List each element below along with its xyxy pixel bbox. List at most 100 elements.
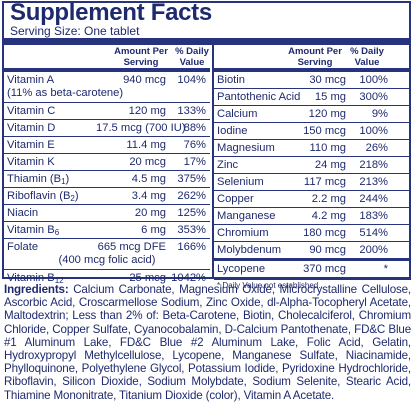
- nutrient-row: Calcium 120 mg 9%: [214, 106, 411, 123]
- nutrient-daily-value: 1042%: [171, 272, 206, 284]
- nutrient-row: Selenium 117 mcg 213%: [214, 174, 411, 191]
- nutrient-daily-value: 76%: [183, 139, 206, 151]
- nutrient-name: Thiamin (B1): [7, 171, 69, 188]
- nutrient-name: Chromium: [217, 225, 269, 241]
- nutrient-note: (11% as beta-carotene): [7, 87, 124, 99]
- facts-title: Supplement Facts: [10, 0, 212, 26]
- nutrient-name-text: Thiamin (B: [7, 173, 62, 185]
- footnote: * Daily Value not established.: [217, 281, 321, 290]
- nutrient-amount: 30 mcg: [309, 74, 346, 86]
- nutrient-name-text: Vitamin E: [7, 139, 55, 151]
- nutrient-amount: 370 mcg: [303, 263, 346, 275]
- nutrient-amount: 4.2 mg: [311, 210, 346, 222]
- nutrient-name: Copper: [217, 191, 254, 207]
- left-nutrient-table: Amount Per Serving % Daily Value Vitamin…: [4, 45, 210, 286]
- ingredients-label: Ingredients:: [4, 283, 69, 296]
- nutrient-name: Vitamin C: [7, 103, 55, 119]
- nutrient-amount: 120 mg: [308, 108, 346, 120]
- nutrient-name: Manganese: [217, 208, 275, 224]
- nutrient-name-text: Lycopene: [217, 263, 266, 275]
- nutrient-name: Zinc: [217, 157, 238, 173]
- daily-value-header: % Daily Value: [175, 46, 209, 68]
- nutrient-row: Molybdenum 90 mcg 200%: [214, 242, 411, 261]
- nutrient-name-text: Vitamin B: [7, 272, 55, 284]
- nutrient-row: Vitamin K 20 mcg 17%: [4, 154, 210, 171]
- nutrient-name: Calcium: [217, 106, 257, 122]
- nutrient-daily-value: 353%: [177, 224, 206, 236]
- nutrient-daily-value: 100%: [359, 74, 388, 86]
- serving-size: Serving Size: One tablet: [10, 24, 140, 38]
- nutrient-name: Lycopene: [217, 261, 265, 277]
- nutrient-amount: 24 mg: [314, 159, 346, 171]
- nutrient-name-subscript: 2: [70, 194, 75, 203]
- nutrient-name: Vitamin E: [7, 137, 55, 153]
- nutrient-row: Zinc 24 mg 218%: [214, 157, 411, 174]
- nutrient-name-text: Vitamin K: [7, 156, 55, 168]
- nutrient-amount: 11.4 mg: [126, 139, 166, 151]
- nutrient-name-text: Riboflavin (B: [7, 190, 71, 202]
- nutrient-amount: 6 mg: [141, 224, 166, 236]
- amount-header: Amount Per Serving: [288, 46, 342, 68]
- left-rows: Vitamin A 940 mcg 104% (11% as beta-caroten…: [4, 72, 210, 286]
- nutrient-name-end: ): [65, 173, 70, 185]
- nutrient-name-text: Zinc: [217, 159, 239, 171]
- nutrient-daily-value: 262%: [177, 190, 206, 202]
- nutrient-amount: 25 mcg: [129, 272, 166, 284]
- nutrient-name: Vitamin B12: [7, 270, 64, 287]
- nutrient-name: Vitamin K: [7, 154, 55, 170]
- nutrient-daily-value: 514%: [359, 227, 388, 239]
- nutrient-daily-value: 200%: [359, 244, 388, 256]
- nutrient-amount: 180 mcg: [303, 227, 346, 239]
- nutrient-amount: 120 mg: [128, 105, 166, 117]
- nutrient-daily-value: 300%: [359, 91, 388, 103]
- nutrient-amount: 117 mcg: [303, 176, 346, 188]
- nutrient-name-text: Calcium: [217, 108, 258, 120]
- nutrient-row: Riboflavin (B2) 3.4 mg 262%: [4, 188, 210, 205]
- nutrient-daily-value: 244%: [359, 193, 388, 205]
- nutrient-name: Vitamin B6: [7, 222, 59, 239]
- nutrient-daily-value: 100%: [359, 125, 388, 137]
- nutrient-row: Copper 2.2 mg 244%: [214, 191, 411, 208]
- nutrient-amount: 110 mg: [309, 142, 346, 154]
- nutrient-row: Vitamin E 11.4 mg 76%: [4, 137, 210, 154]
- nutrient-amount: 20 mg: [134, 207, 166, 219]
- nutrient-name-text: Pantothenic Acid: [217, 91, 301, 103]
- nutrient-daily-value: 17%: [183, 156, 206, 168]
- nutrient-row: Vitamin A 940 mcg 104% (11% as beta-caroten…: [4, 72, 210, 103]
- nutrient-amount: 3.4 mg: [131, 190, 166, 202]
- nutrient-name: Magnesium: [217, 140, 275, 156]
- nutrient-name: Pantothenic Acid: [217, 89, 300, 105]
- thick-divider: [4, 38, 409, 45]
- nutrient-daily-value: 88%: [183, 122, 206, 134]
- nutrient-row: Pantothenic Acid 15 mg 300%: [214, 89, 411, 106]
- nutrient-row: Vitamin B6 6 mg 353%: [4, 222, 210, 239]
- nutrient-amount: 90 mcg: [309, 244, 346, 256]
- nutrient-daily-value: 213%: [359, 176, 388, 188]
- nutrient-amount: 4.5 mg: [131, 173, 166, 185]
- nutrient-daily-value: 26%: [365, 142, 388, 154]
- nutrient-daily-value: 133%: [177, 105, 206, 117]
- nutrient-amount: 17.5 mcg (700 IU): [96, 122, 186, 134]
- nutrient-amount: 150 mcg: [303, 125, 346, 137]
- nutrient-name: Selenium: [217, 174, 264, 190]
- nutrient-name: Vitamin A: [7, 72, 54, 88]
- nutrient-name-text: Copper: [217, 193, 254, 205]
- nutrient-note: (400 mcg folic acid): [58, 254, 156, 266]
- nutrient-row: Thiamin (B1) 4.5 mg 375%: [4, 171, 210, 188]
- nutrient-daily-value: 9%: [371, 108, 388, 120]
- nutrient-name-text: Selenium: [217, 176, 264, 188]
- nutrient-row: Vitamin C 120 mg 133%: [4, 103, 210, 120]
- nutrient-row: Chromium 180 mcg 514%: [214, 225, 411, 242]
- nutrient-name-text: Magnesium: [217, 142, 275, 154]
- nutrient-daily-value: 104%: [177, 74, 206, 86]
- nutrient-row: Biotin 30 mcg 100%: [214, 72, 411, 89]
- nutrient-name-text: Molybdenum: [217, 244, 282, 256]
- right-nutrient-table: Amount Per Serving % Daily Value Biotin 3…: [212, 45, 411, 290]
- nutrient-name: Iodine: [217, 123, 247, 139]
- right-table-header: Amount Per Serving % Daily Value: [214, 45, 411, 72]
- ingredients-paragraph: Ingredients: Calcium Carbonate, Magnesiu…: [4, 283, 411, 402]
- nutrient-daily-value: *: [383, 263, 388, 275]
- nutrient-name-text: Vitamin A: [7, 74, 55, 86]
- nutrient-name: Vitamin D: [7, 120, 55, 136]
- nutrient-name-text: Folate: [7, 241, 39, 253]
